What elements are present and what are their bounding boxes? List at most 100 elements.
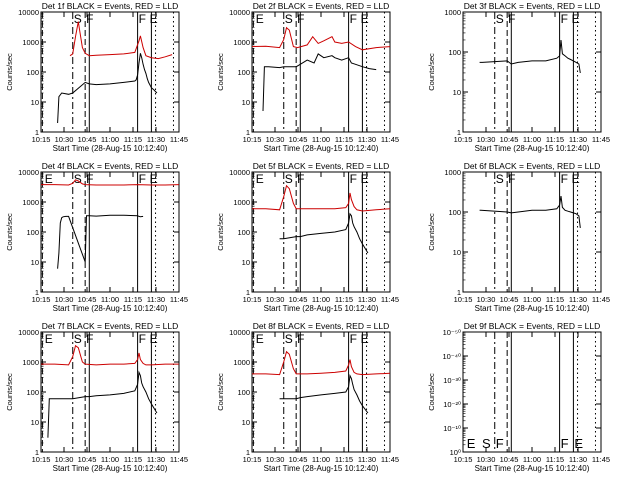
x-tick-label: 11:30 xyxy=(147,455,165,464)
event-letter: F xyxy=(508,172,515,186)
event-letter: F xyxy=(86,332,93,346)
x-tick-label: 10:45 xyxy=(500,135,519,144)
x-tick-label: 11:15 xyxy=(335,135,353,144)
panel-title: Det 8f BLACK = Events, RED = LLD xyxy=(253,321,390,331)
panel-title: Det 7f BLACK = Events, RED = LLD xyxy=(42,321,179,331)
x-tick-label: 11:45 xyxy=(381,295,399,304)
panel-5: Det 5f BLACK = Events, RED = LLD 1 10 100 10… xyxy=(216,161,399,313)
x-tick-label: 11:00 xyxy=(312,455,330,464)
y-tick-label: 10 xyxy=(453,88,461,97)
y-tick-label: 100 xyxy=(237,388,250,397)
x-tick-label: 10:45 xyxy=(78,295,97,304)
x-tick-label: 11:00 xyxy=(101,295,119,304)
y-tick-label: 1000 xyxy=(444,168,461,177)
x-tick-label: 11:30 xyxy=(147,295,165,304)
x-axis-label: Start Time (28-Aug-15 10:12:40) xyxy=(264,144,379,153)
x-tick-label: 10:30 xyxy=(477,455,496,464)
y-tick-label: 100 xyxy=(448,48,461,57)
x-tick-label: 11:15 xyxy=(335,455,353,464)
panel-3: Det 3f BLACK = Events, RED = LLD 1 10 100 10… xyxy=(427,1,610,153)
x-tick-label: 11:30 xyxy=(358,295,376,304)
x-tick-label: 11:30 xyxy=(358,135,376,144)
panel-6: Det 6f BLACK = Events, RED = LLD 1 10 100 10… xyxy=(427,161,610,313)
y-tick-label: 1 xyxy=(35,448,39,457)
lld-series-line xyxy=(252,184,391,212)
x-axis-label: Start Time (28-Aug-15 10:12:40) xyxy=(53,304,168,313)
x-tick-label: 11:30 xyxy=(569,455,587,464)
y-tick-label: 1000 xyxy=(233,198,250,207)
y-tick-label: 1 xyxy=(246,128,250,137)
event-letter: F xyxy=(508,12,515,26)
y-axis-label: Counts/sec xyxy=(216,213,225,251)
x-tick-label: 11:15 xyxy=(335,295,353,304)
x-tick-label: 11:15 xyxy=(546,135,564,144)
y-tick-label: 1 xyxy=(457,128,461,137)
y-tick-label: 10⁻³⁰ xyxy=(443,376,461,385)
y-tick-label: 10 xyxy=(242,98,250,107)
x-tick-label: 10:15 xyxy=(32,295,51,304)
y-tick-label: 10 xyxy=(31,98,39,107)
event-letter: E xyxy=(45,172,53,186)
panel-title: Det 4f BLACK = Events, RED = LLD xyxy=(42,161,179,171)
x-tick-label: 10:15 xyxy=(454,295,473,304)
x-axis-label: Start Time (28-Aug-15 10:12:40) xyxy=(264,304,379,313)
x-tick-label: 10:45 xyxy=(78,135,97,144)
x-tick-label: 11:45 xyxy=(381,455,399,464)
event-letter: E xyxy=(150,332,158,346)
y-tick-label: 100 xyxy=(448,208,461,217)
y-tick-label: 100 xyxy=(237,68,250,77)
x-tick-label: 11:00 xyxy=(312,135,330,144)
lld-series-line xyxy=(251,26,391,51)
x-tick-label: 11:45 xyxy=(592,455,610,464)
y-tick-label: 100 xyxy=(26,388,39,397)
events-series-line xyxy=(57,53,158,124)
x-tick-label: 10:15 xyxy=(454,135,473,144)
y-tick-label: 10⁻⁴⁰ xyxy=(442,352,461,361)
y-tick-label: 1 xyxy=(246,448,250,457)
events-series-line xyxy=(262,53,377,112)
x-tick-label: 11:00 xyxy=(523,135,541,144)
panel-7: Det 7f BLACK = Events, RED = LLD 1 10 100 10… xyxy=(5,321,188,473)
events-series-line xyxy=(479,196,581,228)
y-tick-label: 10 xyxy=(31,418,39,427)
event-letter: S xyxy=(285,12,293,26)
x-tick-label: 11:00 xyxy=(523,455,541,464)
x-axis-label: Start Time (28-Aug-15 10:12:40) xyxy=(475,304,590,313)
y-tick-label: 1000 xyxy=(233,358,250,367)
panel-2: Det 2f BLACK = Events, RED = LLD 1 10 100 10… xyxy=(216,1,399,153)
y-tick-label: 1000 xyxy=(22,358,39,367)
y-tick-label: 1000 xyxy=(22,198,39,207)
y-tick-label: 1000 xyxy=(233,38,250,47)
y-axis-label: Counts/sec xyxy=(216,373,225,411)
lld-series-line xyxy=(41,179,180,186)
events-series-line xyxy=(279,212,369,254)
x-tick-label: 10:15 xyxy=(243,295,262,304)
x-tick-label: 10:30 xyxy=(266,295,285,304)
y-axis-label: Counts/sec xyxy=(5,213,14,251)
x-tick-label: 11:15 xyxy=(546,295,564,304)
x-tick-label: 11:00 xyxy=(101,455,119,464)
panel-8: Det 8f BLACK = Events, RED = LLD 1 10 100 10… xyxy=(216,321,399,473)
plot-frame xyxy=(40,11,180,133)
lld-series-line xyxy=(69,21,173,60)
event-letter: F xyxy=(350,172,357,186)
x-tick-label: 11:45 xyxy=(592,135,610,144)
plot-frame xyxy=(251,331,391,453)
y-tick-label: 100 xyxy=(237,228,250,237)
plot-frame xyxy=(40,171,180,293)
y-axis-label: Counts/sec xyxy=(427,53,436,91)
x-axis-label: Start Time (28-Aug-15 10:12:40) xyxy=(53,144,168,153)
event-letter: E xyxy=(256,12,264,26)
x-tick-label: 10:30 xyxy=(477,295,496,304)
y-tick-label: 10000 xyxy=(229,328,250,337)
x-tick-label: 10:45 xyxy=(289,295,308,304)
x-tick-label: 10:45 xyxy=(78,455,97,464)
panel-title: Det 6f BLACK = Events, RED = LLD xyxy=(464,161,601,171)
panel-title: Det 9f BLACK = Events, RED = LLD xyxy=(464,321,601,331)
x-tick-label: 11:30 xyxy=(569,135,587,144)
y-tick-label: 1 xyxy=(457,288,461,297)
y-axis-label: Counts/sec xyxy=(216,53,225,91)
x-tick-label: 11:15 xyxy=(546,455,564,464)
event-letter: S xyxy=(496,12,504,26)
x-tick-label: 11:45 xyxy=(170,295,188,304)
